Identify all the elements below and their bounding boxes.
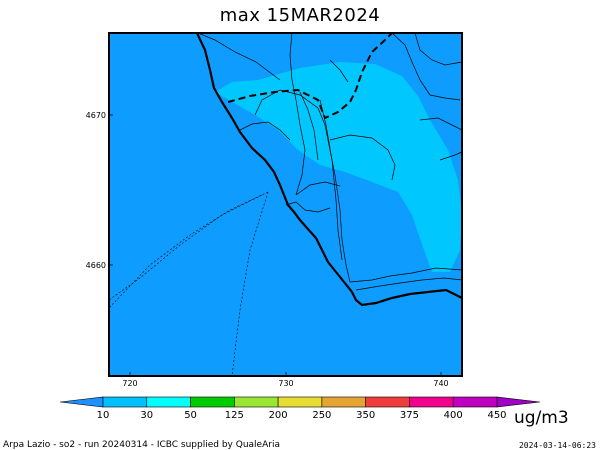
colorbar-threshold-label: 30 xyxy=(140,410,153,421)
axis-ticks xyxy=(109,114,442,376)
colorbar-threshold-label: 400 xyxy=(444,410,463,421)
colorbar-arrow-high xyxy=(496,396,541,408)
regional-border xyxy=(227,33,393,120)
colorbar-threshold-label: 50 xyxy=(184,410,197,421)
x-tick-label: 730 xyxy=(278,379,293,388)
map-plot-area xyxy=(108,32,463,377)
colorbar-segment xyxy=(234,396,279,408)
footer-credits: Arpa Lazio - so2 - run 20240314 - ICBC s… xyxy=(3,440,280,450)
colorbar-segment xyxy=(321,396,366,408)
coastline xyxy=(196,33,462,307)
colorbar-segment xyxy=(146,396,191,408)
y-tick-label: 4670 xyxy=(86,111,106,120)
map-title: max 15MAR2024 xyxy=(219,5,381,26)
colorbar-threshold-label: 125 xyxy=(225,410,244,421)
colorbar-segment xyxy=(102,396,148,408)
colorbar-unit: ug/m3 xyxy=(514,408,569,428)
colorbar-threshold-label: 250 xyxy=(312,410,331,421)
x-tick-label: 720 xyxy=(122,379,137,388)
map-frame xyxy=(108,32,463,377)
colorbar-threshold-label: 375 xyxy=(400,410,419,421)
y-tick-label: 4660 xyxy=(86,261,106,270)
x-tick-label: 740 xyxy=(433,379,448,388)
shipping-routes xyxy=(109,191,269,376)
footer-timestamp: 2024-03-14-06:23 xyxy=(518,441,596,450)
colorbar-arrow-low xyxy=(59,396,104,408)
colorbar-segment xyxy=(190,396,235,408)
colorbar-threshold-label: 200 xyxy=(269,410,288,421)
colorbar-threshold-label: 450 xyxy=(487,410,506,421)
colorbar: 10 30 50 125 200 250 350 375 400 450 xyxy=(59,396,541,421)
colorbar-threshold-label: 10 xyxy=(97,410,110,421)
admin-boundaries xyxy=(197,33,462,291)
concentration-plume xyxy=(215,62,462,272)
colorbar-segment xyxy=(277,396,323,408)
colorbar-segment xyxy=(365,396,410,408)
colorbar-segment xyxy=(452,396,498,408)
colorbar-threshold-label: 350 xyxy=(356,410,375,421)
colorbar-segment xyxy=(409,396,454,408)
